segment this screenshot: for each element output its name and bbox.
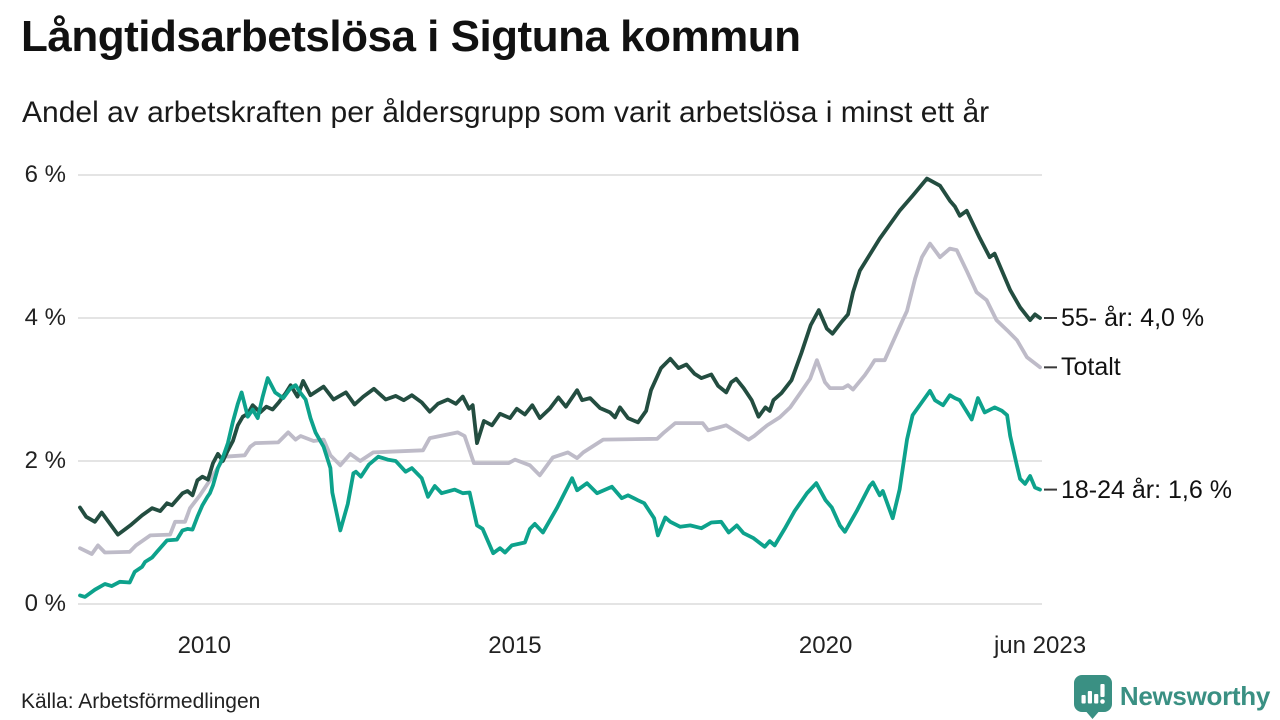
newsworthy-logo-text: Newsworthy (1119, 681, 1270, 711)
source-note: Källa: Arbetsförmedlingen (21, 690, 261, 713)
page-title: Långtidsarbetslösa i Sigtuna kommun (21, 12, 801, 61)
x-tick-label-2015: 2015 (488, 632, 542, 659)
series-end-label-Totalt: Totalt (1061, 353, 1121, 382)
page-subtitle: Andel av arbetskraften per åldersgrupp s… (22, 96, 990, 129)
y-tick-label-4: 4 % (24, 304, 66, 331)
series-line-55--r (78, 176, 1042, 537)
x-tick-label-2010: 2010 (177, 632, 231, 659)
y-tick-label-2: 2 % (24, 447, 66, 474)
x-tick-label-jun-2023: jun 2023 (993, 632, 1087, 659)
series-line-18-24-r (78, 376, 1042, 599)
y-tick-label-6: 6 % (24, 161, 66, 188)
logo-bars (1081, 684, 1105, 704)
newsworthy-logo: Newsworthy (1073, 674, 1270, 719)
newsworthy-logo-icon (1073, 675, 1112, 719)
y-tick-label-0: 0 % (24, 590, 66, 617)
x-tick-label-2020: 2020 (798, 632, 853, 659)
series-end-label-55--r: 55- år: 4,0 % (1061, 304, 1205, 332)
series-end-label-18-24-r: 18-24 år: 1,6 % (1061, 475, 1232, 504)
